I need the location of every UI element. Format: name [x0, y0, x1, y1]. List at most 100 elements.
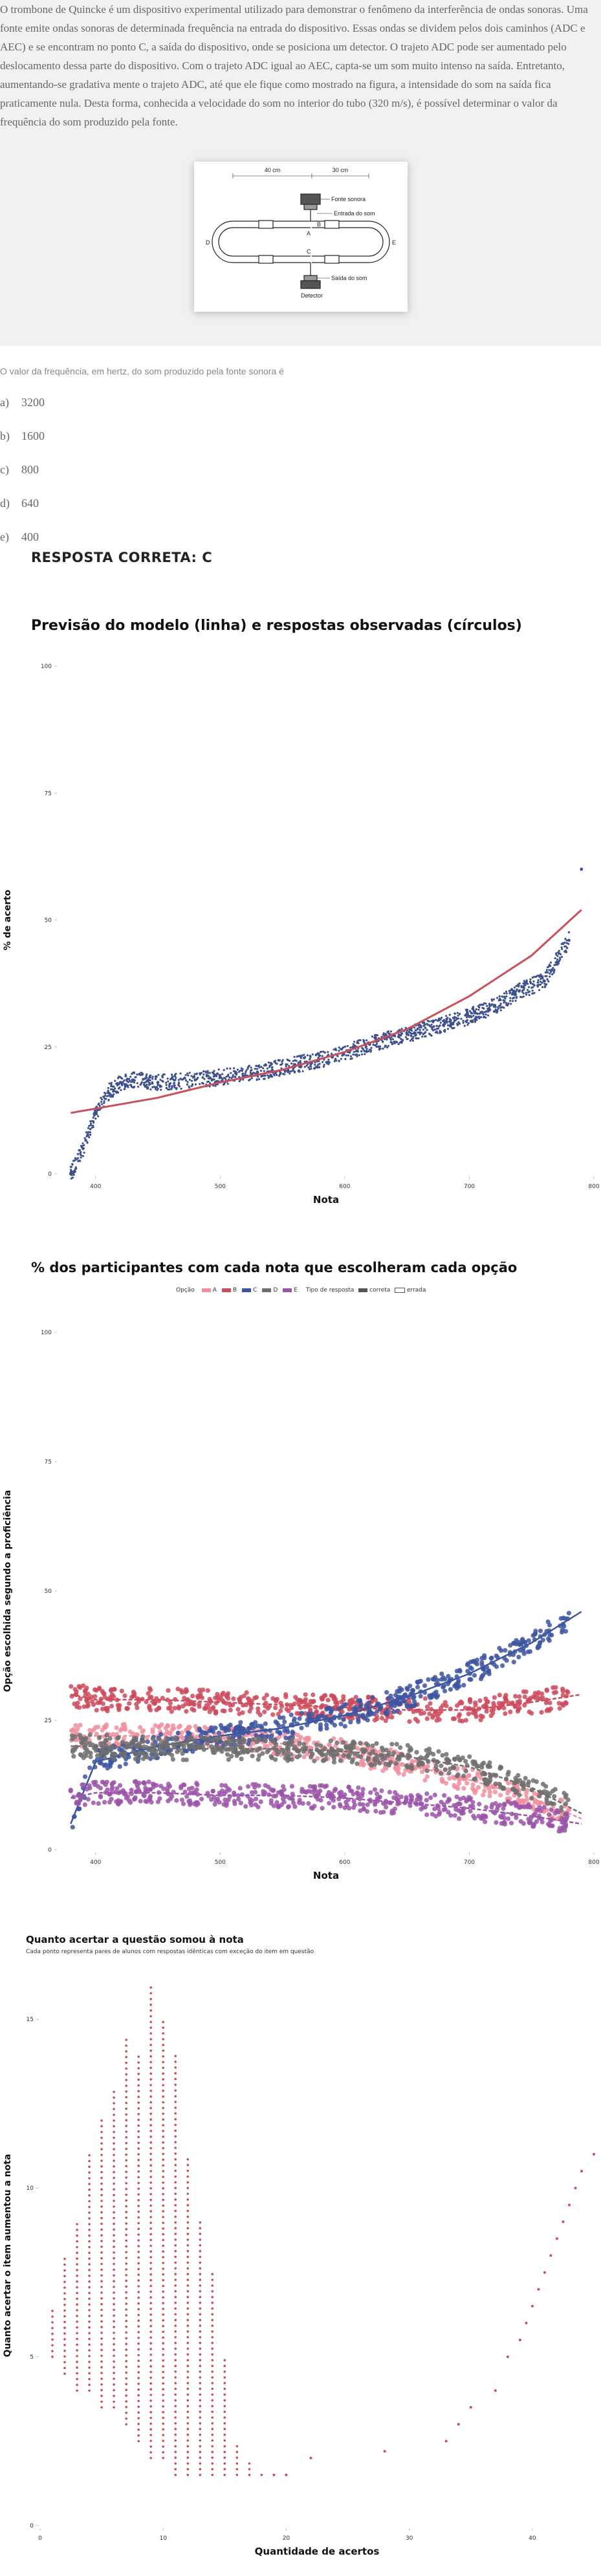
chart3-point: [174, 2290, 177, 2293]
chart3-point: [113, 2262, 115, 2266]
chart2-point-C: [391, 1709, 397, 1715]
chart2-point-B: [191, 1707, 197, 1713]
chart3-point: [223, 2359, 226, 2362]
option-d[interactable]: d) 640: [0, 497, 39, 510]
chart3-point: [113, 2302, 115, 2306]
chart3-point: [162, 2066, 164, 2070]
chart2-point-A: [481, 1792, 486, 1797]
chart3-point: [63, 2366, 66, 2370]
chart2-point-E: [476, 1813, 481, 1819]
chart2-point-D: [467, 1754, 472, 1759]
chart2-point-E: [360, 1787, 366, 1792]
chart2-point-A: [393, 1766, 398, 1771]
chart1-observed-point: [244, 1074, 246, 1077]
chart3-point: [125, 2039, 127, 2041]
chart2-point-E: [85, 1797, 91, 1802]
chart2-point-B: [477, 1698, 483, 1704]
chart3-point: [235, 2473, 239, 2476]
option-e[interactable]: e) 400: [0, 530, 39, 543]
chart2-point-E: [384, 1804, 389, 1810]
chart2-point-D: [481, 1760, 486, 1766]
chart1-observed-point: [452, 1017, 454, 1019]
chart1-observed-key-point-17: [518, 990, 521, 993]
chart3-point: [137, 2061, 140, 2064]
chart3-point: [125, 2377, 127, 2380]
chart3-point: [100, 2142, 103, 2145]
chart1-observed-point: [87, 1134, 89, 1136]
chart3-point: [149, 2170, 152, 2172]
chart3-point: [137, 2411, 140, 2414]
chart3-point: [149, 2313, 152, 2316]
chart2-point-B: [536, 1690, 541, 1695]
chart2-point-E: [437, 1812, 442, 1817]
chart3-point: [186, 2273, 190, 2275]
chart1-observed-point: [248, 1078, 252, 1081]
chart3-point: [162, 2394, 164, 2396]
chart2-point-B: [166, 1688, 171, 1693]
chart3-point: [137, 2159, 140, 2161]
chart3-point: [186, 2301, 190, 2304]
option-b[interactable]: b) 1600: [0, 429, 45, 442]
chart3-point: [149, 2015, 152, 2018]
chart1-observed-point: [345, 1054, 347, 1057]
chart3-point: [211, 2307, 214, 2310]
chart1-observed-point: [193, 1073, 196, 1076]
chart3-point: [211, 2341, 214, 2344]
chart3-point: [174, 2203, 177, 2207]
chart1-observed-point: [288, 1065, 290, 1067]
chart3-point: [211, 2324, 214, 2327]
chart1-observed-point: [130, 1081, 133, 1083]
chart3-point: [211, 2295, 214, 2299]
chart3-point: [248, 2462, 251, 2465]
chart2-point-E: [238, 1801, 243, 1806]
chart2-point-D: [225, 1752, 230, 1757]
chart2-point-E: [142, 1793, 147, 1799]
chart2-point-C: [145, 1739, 150, 1744]
chart1-observed-point: [125, 1079, 127, 1081]
chart3-point: [100, 2308, 103, 2311]
chart2-point-E: [281, 1799, 287, 1804]
chart2-point-B: [91, 1702, 96, 1707]
chart1-observed-point: [439, 1032, 441, 1034]
option-c[interactable]: c) 800: [0, 463, 39, 476]
chart2-point-E: [365, 1802, 370, 1808]
option-a[interactable]: a) 3200: [0, 396, 45, 409]
chart1-observed-point: [122, 1081, 124, 1083]
legend-correct-label: correta: [369, 1287, 391, 1293]
chart1-observed-point: [89, 1124, 93, 1127]
chart3-point: [162, 2152, 164, 2156]
chart1-observed-point: [145, 1075, 148, 1077]
chart3-point: [162, 2176, 164, 2178]
chart1-observed-point: [254, 1072, 256, 1075]
chart3-point: [125, 2285, 127, 2288]
chart1-observed-point: [250, 1072, 253, 1075]
chart2-point-B: [125, 1706, 130, 1711]
chart2-point-E: [212, 1802, 217, 1807]
detector-label: Detector: [301, 292, 323, 299]
chart1-observed-point: [443, 1025, 445, 1028]
chart1-observed-point: [142, 1077, 144, 1080]
chart3-point: [137, 2176, 140, 2179]
chart3-xtick-0: 0: [38, 2535, 42, 2542]
chart3-point: [149, 2072, 152, 2075]
chart2-point-B: [213, 1695, 218, 1700]
chart2-point-B: [247, 1709, 252, 1714]
chart1-observed-point: [523, 987, 526, 990]
chart3-point: [174, 2416, 177, 2419]
chart3-scattered-point-8: [506, 2355, 509, 2359]
chart3-scattered-point-5: [457, 2423, 460, 2426]
chart2-point-E: [483, 1819, 488, 1824]
chart2-point-D: [562, 1790, 567, 1796]
chart2-point-B: [119, 1689, 124, 1694]
chart2-point-C: [175, 1730, 180, 1736]
chart3-point: [211, 2365, 214, 2367]
chart1-observed-point: [191, 1079, 193, 1082]
chart2-point-E: [306, 1801, 311, 1806]
chart2-point-E: [502, 1802, 507, 1808]
chart1-observed-point: [148, 1083, 150, 1086]
chart3-point: [88, 2251, 91, 2255]
chart3-point: [113, 2286, 115, 2288]
chart2-point-C: [499, 1648, 504, 1653]
chart1-observed-point: [516, 988, 518, 991]
chart1-observed-point: [406, 1038, 408, 1041]
